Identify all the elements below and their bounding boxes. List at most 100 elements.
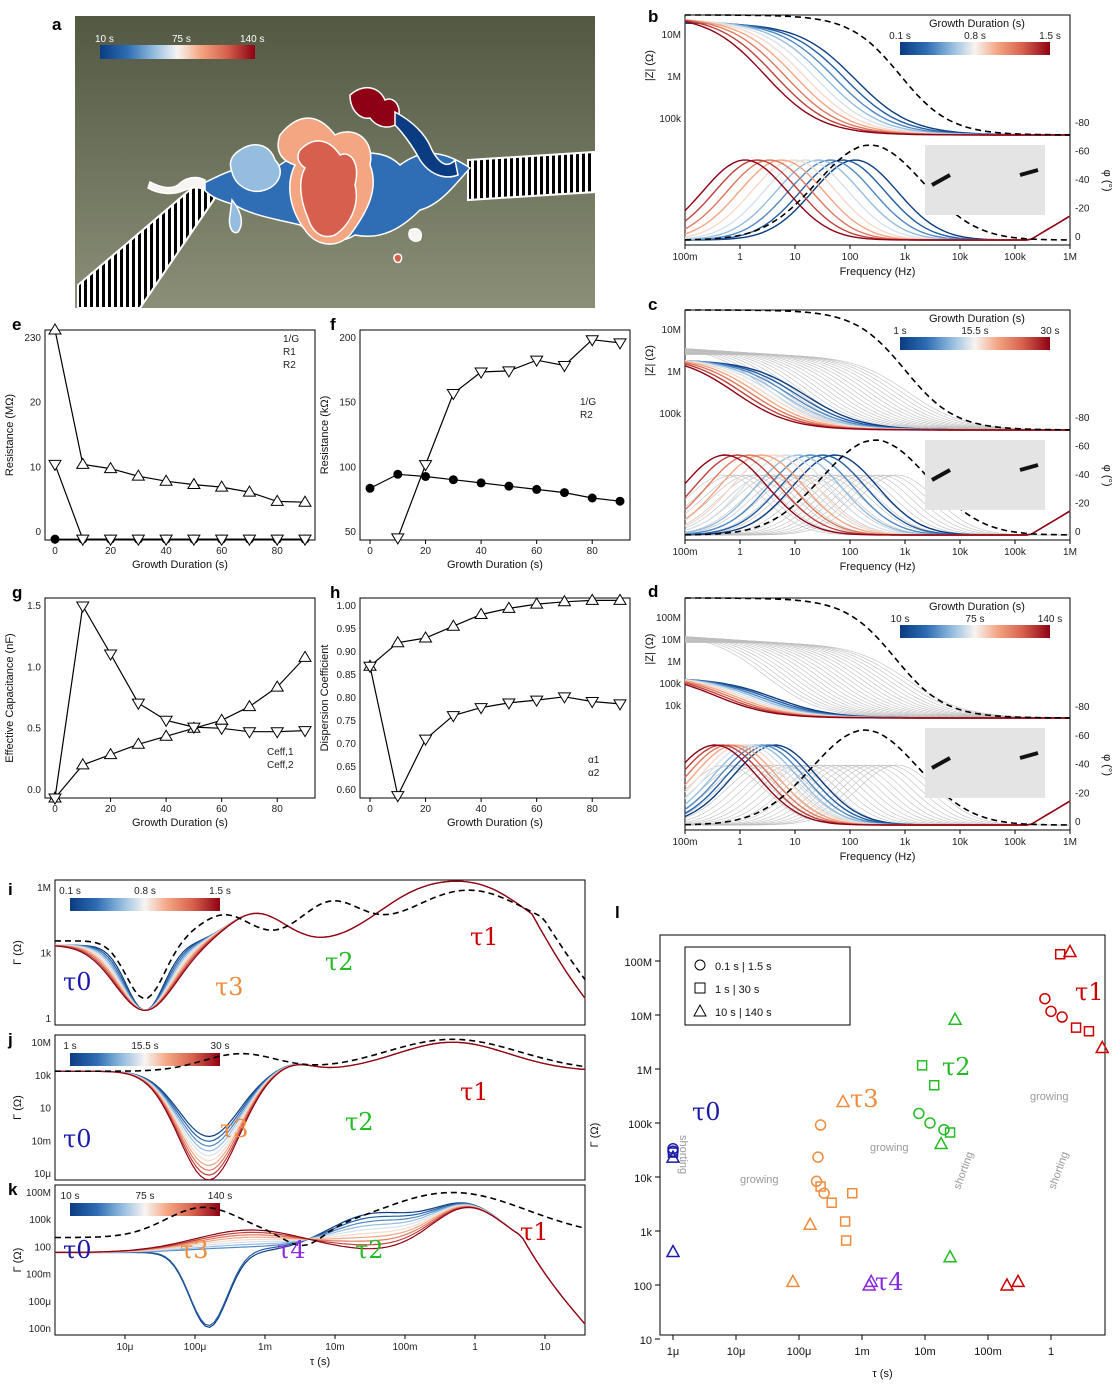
b-xtick-label: 100 (842, 252, 859, 263)
e-xtick-label: 80 (272, 546, 284, 557)
l-xtick-label: 1 (1048, 1346, 1054, 1358)
l-scatter-point (999, 1277, 1015, 1291)
b-frame (684, 14, 1071, 246)
c-ytick-label: 10M (662, 325, 681, 336)
g-legend-entry: Ceff,2 (267, 760, 294, 771)
g-marker-point (48, 793, 62, 805)
b-magnitude-curve (684, 19, 1070, 136)
d-xtick-label: 1M (1063, 837, 1077, 848)
g-xlabel: Growth Duration (s) (132, 817, 228, 829)
l-scatter-point (863, 1273, 879, 1288)
l-xlabel: τ (s) (872, 1368, 892, 1380)
f-marker-point (446, 389, 461, 401)
l-xtick-label: 1m (854, 1346, 869, 1358)
d-magnitude-curve (684, 683, 1070, 719)
panel-h: h 0 20 40 60 80 Growth Duration (s) Dispersion… (319, 583, 631, 829)
l-legend-entry: 0.1 s | 1.5 s (715, 961, 772, 973)
c-gray-mag-curve (685, 353, 1071, 431)
c-xtick-label: 100m (672, 547, 697, 558)
j-tau-label: τ3 (220, 1115, 249, 1143)
f-ylabel: Resistance (kΩ) (319, 396, 331, 475)
c-gray-mag-curve (684, 351, 1070, 431)
e-marker-point (75, 534, 90, 547)
l-frame (659, 934, 1106, 1336)
b-colorbar-tick: 1.5 s (1039, 31, 1061, 42)
panel-l: l 1μ 10μ 100μ 1m 10m 100m 1 100M 10M 1M 100k 10k 1k 1… (589, 903, 1110, 1380)
b-xtick-label: 1M (1063, 252, 1077, 263)
b-y2tick-label: -40 (1075, 175, 1090, 186)
f-marker-point (502, 366, 516, 378)
l-legend-marker (694, 982, 706, 994)
g-xtick-label: 80 (272, 804, 284, 815)
f-marker-point (613, 338, 627, 350)
c-y2label: φ (°) (1101, 465, 1113, 487)
l-scatter-point (1039, 992, 1051, 1005)
k-ytick-label: 100m (26, 1270, 51, 1281)
g-ylabel: Effective Capacitance (nF) (4, 633, 16, 762)
k-colorbar-tick: 10 s (61, 1191, 80, 1202)
k-xtick-label: 10μ (117, 1342, 134, 1353)
l-ytick-label: 100k (628, 1119, 652, 1131)
e-marker-point (187, 534, 201, 547)
k-ytick-label: 100n (29, 1324, 51, 1335)
l-annotation: shorting (952, 1150, 977, 1191)
g-xtick-label: 40 (161, 804, 173, 815)
d-y2tick-label: -40 (1075, 760, 1090, 771)
g-marker-point (159, 715, 173, 728)
k-xtick-label: 1m (258, 1342, 272, 1353)
h-series-line (369, 599, 620, 667)
b-xtick-label: 10 (789, 252, 801, 263)
l-ytick-label: 10 (640, 1335, 652, 1347)
panel-a: a 10 s 75 s 140 s (52, 15, 596, 309)
l-scatter-point (913, 1107, 925, 1120)
k-frame (54, 1184, 586, 1336)
l-scatter-point (667, 1147, 679, 1158)
g-marker-point (103, 649, 118, 661)
panel-c: c 100m 1 10 100 1k 10k 100k 1M Frequency (Hz) |Z|… (644, 295, 1113, 573)
l-tau-label: τ4 (875, 1268, 904, 1296)
j-tau-label: τ1 (460, 1078, 489, 1106)
f-marker-point (421, 471, 431, 481)
h-marker-point (502, 698, 516, 710)
panel-f: f 0 20 40 60 80 Growth Duration (s) Resistance… (319, 315, 631, 571)
panel-a-colorbar (100, 45, 255, 59)
b-ytick-label: 10M (662, 30, 681, 41)
j-drt-curve (55, 1041, 586, 1181)
c-xtick-label: 100 (842, 547, 859, 558)
l-annotation: growing (1030, 1091, 1069, 1103)
g-series-line (54, 656, 306, 799)
b-magnitude-curve (684, 20, 1070, 136)
f-marker-point (615, 496, 625, 506)
e-marker-point (131, 534, 146, 547)
c-xtick-label: 1 (737, 547, 743, 558)
c-y2tick-label: -40 (1075, 470, 1090, 481)
h-marker-point (363, 661, 377, 674)
k-ytick-label: 100μ (29, 1297, 52, 1308)
f-ytick-label: 150 (339, 398, 356, 409)
h-marker-point (502, 601, 516, 613)
e-marker-point (48, 323, 62, 335)
l-ylabel: Γ (Ω) (589, 1123, 601, 1148)
f-marker-point (365, 483, 375, 493)
c-inset-dendrite-left (931, 468, 951, 482)
e-marker-point (270, 534, 285, 547)
c-y2tick-label: -60 (1075, 442, 1090, 453)
d-y2tick-label: -60 (1075, 731, 1090, 742)
k-drt-curve (55, 1204, 586, 1325)
panel-d: d 100m 1 10 100 1k 10k 100k 1M Frequency (Hz) |Z|… (644, 582, 1113, 863)
k-xtick-label: 1 (472, 1342, 478, 1353)
j-colorbar-tick: 15.5 s (131, 1041, 158, 1052)
b-colorbar (900, 42, 1050, 55)
i-ytick-label: 1M (37, 883, 51, 894)
j-ytick-label: 10m (32, 1136, 51, 1147)
g-marker-point (159, 729, 173, 741)
d-ylabel: |Z| (Ω) (644, 634, 656, 665)
h-marker-point (446, 711, 461, 723)
i-colorbar-tick: 1.5 s (209, 886, 231, 897)
left-electrode (77, 181, 217, 309)
l-ytick-label: 1k (640, 1227, 652, 1239)
k-tau-label: τ1 (520, 1218, 549, 1246)
b-dashed-phase-curve (684, 144, 1070, 241)
l-xtick-label: 100m (974, 1346, 1002, 1358)
d-colorbar-tick: 140 s (1038, 614, 1062, 625)
